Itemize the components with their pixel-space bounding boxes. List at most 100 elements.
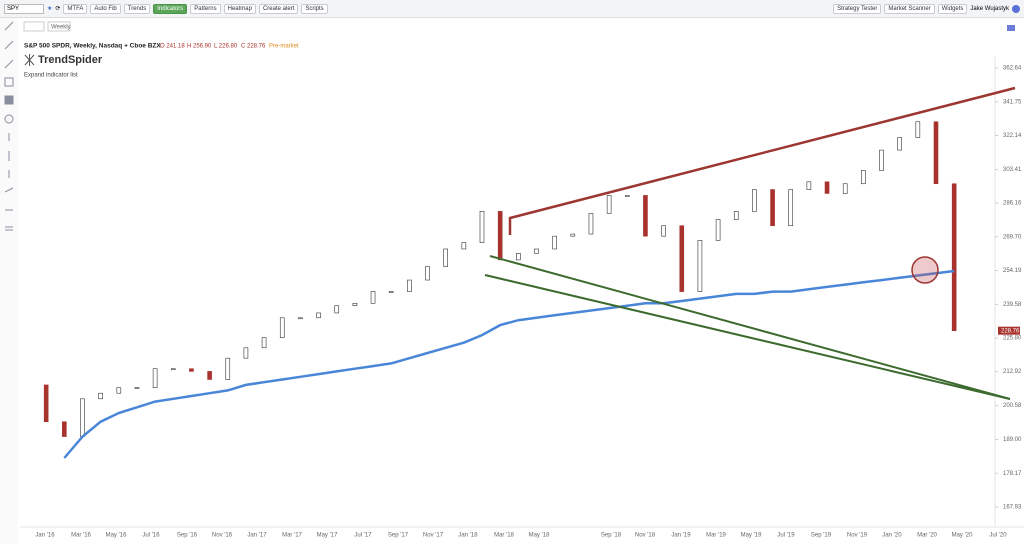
y-tick-label: 341.75: [1003, 99, 1022, 105]
y-tick-label: 212.92: [1003, 369, 1022, 375]
candle: [643, 195, 648, 237]
x-tick-label: Jul '16: [142, 533, 160, 539]
x-tick-label: May '18: [529, 533, 550, 539]
x-tick-label: May '16: [106, 533, 127, 539]
camera[interactable]: [1007, 25, 1015, 31]
avatar[interactable]: [1012, 4, 1020, 13]
toolbar-button[interactable]: MTFA: [63, 3, 88, 14]
toolbar-button[interactable]: Widgets: [937, 3, 968, 14]
candle: [352, 303, 358, 307]
toolbar-button[interactable]: Patterns: [190, 3, 221, 14]
toolbar-button[interactable]: Heatmap: [223, 3, 256, 14]
x-tick-label: Mar '19: [706, 533, 726, 539]
x-tick-label: Jan '17: [247, 533, 267, 539]
y-tick-label: 225.80: [1003, 336, 1022, 342]
candle: [806, 181, 812, 190]
support-trendline: [489, 255, 1011, 400]
resistance-trendline: [508, 86, 1016, 235]
candle: [715, 219, 721, 241]
button-group: MTFA Auto Fib Trends Indicators Patterns Heat…: [63, 3, 328, 14]
candle: [152, 368, 158, 388]
candle: [225, 357, 231, 380]
candle: [443, 248, 448, 267]
candle: [770, 189, 775, 227]
candle: [861, 170, 866, 185]
support-trendline: [484, 274, 1011, 400]
toolbar-button[interactable]: Market Scanner: [884, 3, 935, 14]
y-tick-label: 189.00: [1003, 437, 1022, 443]
candle: [570, 233, 576, 237]
candle: [552, 235, 557, 250]
candle: [588, 213, 594, 235]
x-tick-label: Jul '19: [777, 533, 795, 539]
x-tick-label: Jul '20: [989, 533, 1007, 539]
right-toolbar: Strategy Tester Market Scanner Widgets Jak…: [833, 3, 1024, 14]
candle: [170, 368, 176, 371]
interval-select[interactable]: [47, 21, 71, 32]
sidebar-icons: [4, 21, 14, 231]
candle: [788, 189, 794, 227]
candle: [207, 371, 212, 380]
x-tick-label: Mar '20: [917, 533, 937, 539]
toolbar-button[interactable]: Scripts: [301, 3, 328, 14]
x-tick-label: Jan '19: [671, 533, 691, 539]
highlight-circle: [911, 256, 939, 284]
x-tick-label: Nov '18: [635, 533, 656, 539]
x-tick-label: May '19: [741, 533, 762, 539]
sidebar: [0, 18, 18, 544]
status: Pre-market: [269, 44, 299, 50]
candle: [824, 181, 830, 194]
x-tick-label: Sep '18: [601, 533, 622, 539]
toolbar-button[interactable]: Indicators: [153, 3, 188, 14]
refresh[interactable]: ⟳: [55, 6, 61, 12]
candle: [80, 398, 85, 437]
x-tick-label: Jan '16: [35, 533, 55, 539]
candle: [116, 387, 122, 394]
candle: [879, 149, 884, 171]
symbol-input[interactable]: SPY: [4, 3, 44, 14]
x-tick-label: May '20: [952, 533, 973, 539]
interval-label: Weekly: [51, 25, 71, 31]
y-tick-label: 269.70: [1003, 234, 1022, 240]
candle: [697, 240, 703, 292]
star[interactable]: ★: [47, 6, 53, 12]
chart: Weekly S&P 500 SPDR, Weekly, Nasdaq + Cb…: [0, 18, 1024, 544]
x-tick-label: Sep '16: [177, 533, 198, 539]
candle: [243, 347, 249, 359]
expand-link[interactable]: Expand indicator list: [24, 73, 78, 79]
candle: [316, 312, 321, 319]
toolbar-button[interactable]: Create alert: [258, 3, 299, 14]
candle: [479, 211, 485, 243]
candle: [261, 337, 267, 349]
x-tick-label: Nov '19: [847, 533, 868, 539]
toolbar-button[interactable]: Strategy Tester: [833, 3, 882, 14]
candle: [407, 279, 412, 292]
logo-icon: [24, 54, 35, 66]
candle: [516, 253, 521, 261]
candle: [334, 305, 340, 314]
candle: [624, 195, 630, 197]
x-tick-label: Jul '17: [354, 533, 372, 539]
candle: [98, 392, 103, 400]
y-tick-label: 254.19: [1003, 268, 1022, 274]
candle: [752, 189, 757, 212]
y-tick-label: 167.93: [1003, 505, 1022, 511]
toolbar-button[interactable]: Trends: [123, 3, 151, 14]
candle: [606, 195, 612, 214]
toolbar-button[interactable]: Auto Fib: [90, 3, 121, 14]
candle: [933, 121, 939, 185]
x-tick-label: Sep '19: [811, 533, 832, 539]
x-tick-label: Mar '16: [71, 533, 91, 539]
candle: [897, 137, 902, 151]
x-tick-label: Mar '17: [282, 533, 302, 539]
user-name[interactable]: Jake Wujastyk: [970, 5, 1009, 12]
chart-type-select[interactable]: [23, 21, 45, 32]
x-tick-label: Nov '17: [423, 533, 444, 539]
x-tick-label: Nov '16: [212, 533, 233, 539]
y-tick-label: 362.64: [1003, 66, 1022, 72]
x-tick-label: Sep '17: [388, 533, 409, 539]
last-price-tag: [998, 326, 1020, 335]
y-tick-label: 200.58: [1003, 403, 1022, 409]
x-tick-label: Jan '18: [458, 533, 478, 539]
